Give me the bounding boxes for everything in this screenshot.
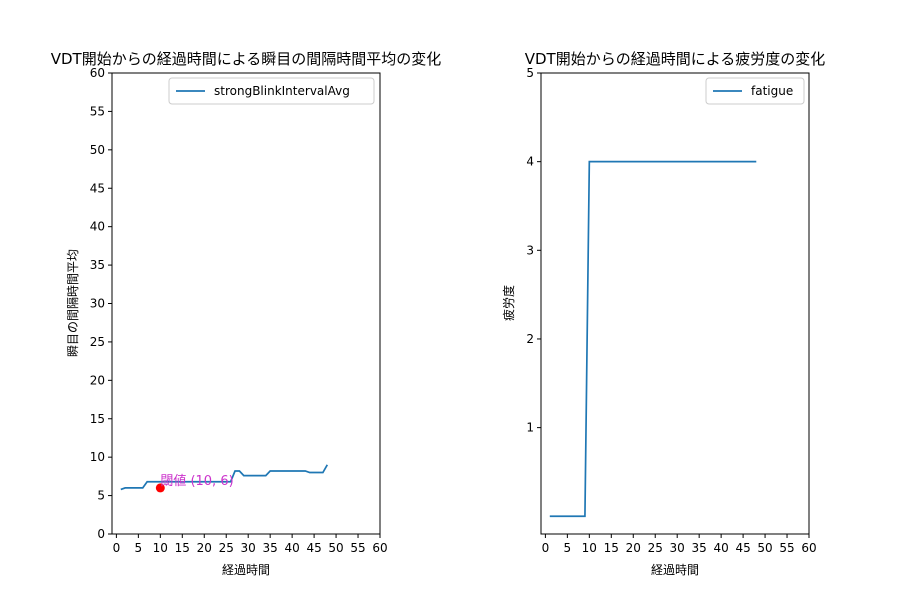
y-tick-label: 30 [90,297,105,311]
x-tick-label: 45 [306,541,321,555]
legend-label: fatigue [751,84,793,98]
y-tick-label: 4 [526,155,534,169]
plot-frame [540,72,810,535]
x-tick-label: 30 [670,541,685,555]
y-tick-label: 45 [90,181,105,195]
y-axis-label: 瞬目の間隔時間平均 [66,249,80,357]
x-tick-label: 0 [113,541,121,555]
x-tick-label: 40 [713,541,728,555]
threshold-label: 閾値 (10, 6) [160,473,233,489]
x-tick-label: 25 [648,541,663,555]
y-tick-label: 50 [90,143,105,157]
chart-fatigue: VDT開始からの経過時間による疲労度の変化 0 5 10 15 20 25 30 35 40 45… [501,50,825,577]
y-tick-label: 55 [90,104,105,118]
x-tick-label: 55 [350,541,365,555]
chart-title: VDT開始からの経過時間による疲労度の変化 [525,50,826,68]
y-tick-label: 5 [97,489,105,503]
x-tick-label: 60 [801,541,816,555]
x-tick-label: 20 [197,541,212,555]
x-tick-label: 20 [626,541,641,555]
plot-area: 閾値 (10, 6) [120,464,329,493]
legend: strongBlinkIntervalAvg [168,77,375,105]
x-axis-label: 経過時間 [222,563,270,577]
series-line [120,464,329,491]
x-tick-label: 15 [175,541,190,555]
y-tick-label: 5 [526,66,534,80]
y-tick-label: 20 [90,373,105,387]
legend-label: strongBlinkIntervalAvg [214,84,350,98]
chart-title: VDT開始からの経過時間による瞬目の間隔時間平均の変化 [51,50,442,68]
x-tick-label: 15 [604,541,619,555]
threshold-point [155,483,165,493]
y-axis-label: 疲労度 [501,285,516,321]
x-tick-label: 0 [542,541,550,555]
plot-frame [111,72,381,535]
series-line [549,160,757,518]
legend-box [168,77,375,105]
x-tick-label: 30 [241,541,256,555]
x-tick-label: 10 [582,541,597,555]
y-tick-label: 35 [90,258,105,272]
x-tick-label: 55 [779,541,794,555]
y-tick-label: 60 [90,66,105,80]
axis-ticks: 0 5 10 15 20 25 30 35 40 45 50 55 600510152025303540… [90,66,388,555]
x-tick-label: 40 [284,541,299,555]
y-tick-label: 10 [90,450,105,464]
legend-box [705,77,805,105]
x-tick-label: 10 [153,541,168,555]
y-tick-label: 3 [526,243,534,257]
x-tick-label: 35 [263,541,278,555]
x-tick-label: 50 [328,541,343,555]
y-tick-label: 15 [90,412,105,426]
x-tick-label: 5 [564,541,572,555]
x-axis-label: 経過時間 [651,563,699,577]
x-tick-label: 5 [135,541,143,555]
y-tick-label: 40 [90,220,105,234]
x-tick-label: 25 [219,541,234,555]
x-tick-label: 60 [372,541,387,555]
x-tick-label: 45 [735,541,750,555]
legend: fatigue [705,77,805,105]
chart-blink-interval: VDT開始からの経過時間による瞬目の間隔時間平均の変化 0 5 10 15 20 25 30… [51,50,442,577]
y-tick-label: 2 [526,332,534,346]
y-tick-label: 25 [90,335,105,349]
y-tick-label: 1 [526,421,534,435]
plot-area [549,160,757,518]
x-tick-label: 35 [692,541,707,555]
x-tick-label: 50 [757,541,772,555]
y-tick-label: 0 [97,527,105,541]
